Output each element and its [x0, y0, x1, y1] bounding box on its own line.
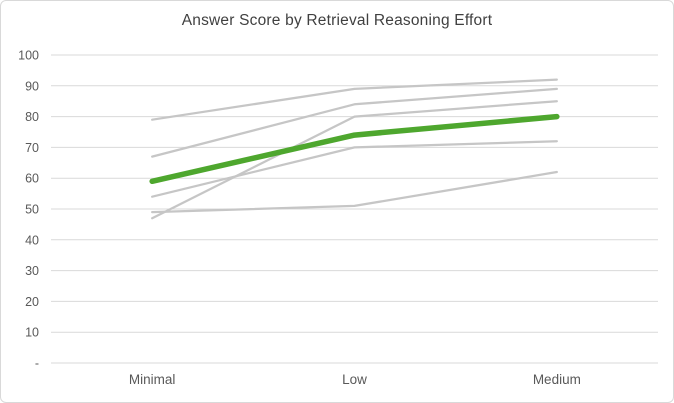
y-axis-tick-label: 30 [25, 264, 39, 278]
y-axis-tick-label: 70 [25, 141, 39, 155]
y-axis-tick-label: 20 [25, 295, 39, 309]
x-axis-category-label: Minimal [129, 372, 176, 387]
chart-title: Answer Score by Retrieval Reasoning Effo… [181, 12, 493, 29]
y-axis-tick-label: - [35, 357, 39, 371]
series-line [151, 100, 558, 220]
x-axis-category-label: Medium [533, 372, 581, 387]
series-line [151, 78, 558, 121]
y-axis-tick-label: 50 [25, 203, 39, 217]
average-series-line [149, 113, 560, 185]
y-axis-tick-label: 90 [25, 79, 39, 93]
series-line [151, 170, 558, 214]
x-axis-category-label: Low [342, 372, 367, 387]
series-line [151, 87, 558, 158]
y-axis-tick-label: 80 [25, 110, 39, 124]
y-axis-tick-label: 60 [25, 172, 39, 186]
y-axis-tick-label: 10 [25, 326, 39, 340]
series-line [151, 140, 558, 198]
y-axis-tick-label: 100 [18, 49, 39, 63]
y-axis-tick-label: 40 [25, 233, 39, 247]
